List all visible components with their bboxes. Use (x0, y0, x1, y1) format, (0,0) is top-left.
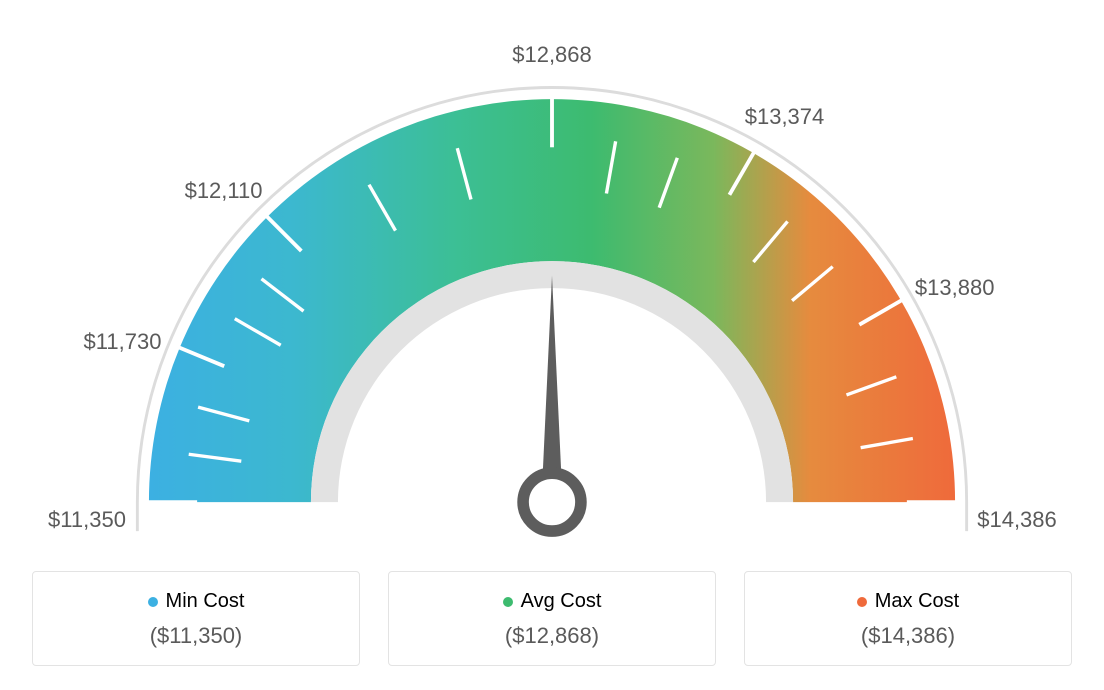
dot-min (148, 597, 158, 607)
legend-label-min: Min Cost (166, 590, 245, 613)
legend-title-min: Min Cost (148, 590, 245, 613)
dot-avg (503, 597, 513, 607)
scale-label: $11,730 (84, 329, 162, 355)
scale-label: $13,880 (915, 275, 995, 301)
scale-label: $12,110 (185, 178, 263, 204)
legend-row: Min Cost ($11,350) Avg Cost ($12,868) Ma… (32, 571, 1072, 666)
legend-title-avg: Avg Cost (503, 590, 602, 613)
scale-label: $12,868 (512, 42, 592, 68)
scale-label: $11,350 (48, 507, 126, 533)
legend-label-avg: Avg Cost (521, 590, 602, 613)
legend-value-avg: ($12,868) (505, 623, 599, 649)
legend-value-min: ($11,350) (150, 623, 243, 649)
legend-title-max: Max Cost (857, 590, 959, 613)
gauge-svg (52, 20, 1052, 560)
gauge-chart: $11,350 $11,730 $12,110 $12,868 $13,374 $13,8… (0, 0, 1104, 560)
scale-label: $14,386 (977, 507, 1057, 533)
scale-label: $13,374 (745, 104, 825, 130)
legend-value-max: ($14,386) (861, 623, 955, 649)
legend-card-min: Min Cost ($11,350) (32, 571, 360, 666)
legend-label-max: Max Cost (875, 590, 959, 613)
dot-max (857, 597, 867, 607)
legend-card-max: Max Cost ($14,386) (744, 571, 1072, 666)
legend-card-avg: Avg Cost ($12,868) (388, 571, 716, 666)
